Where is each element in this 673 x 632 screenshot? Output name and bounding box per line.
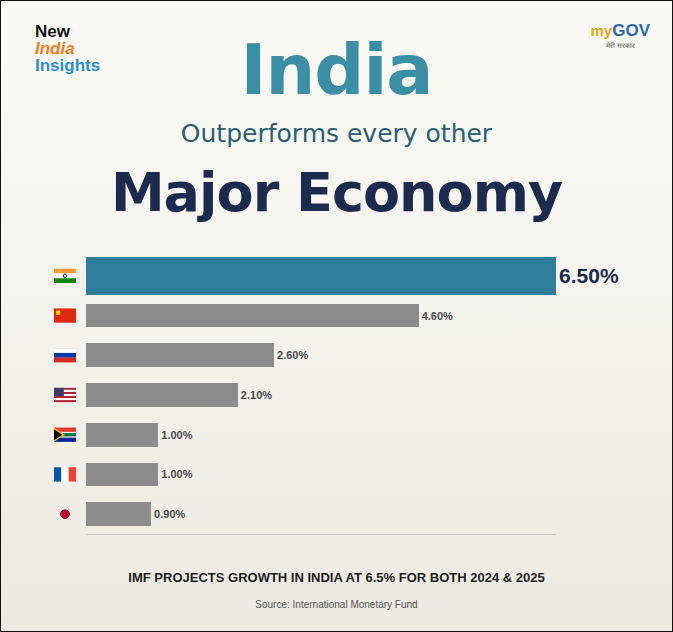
svg-text:2.60%: 2.60% <box>277 349 308 361</box>
svg-text:1.00%: 1.00% <box>161 468 192 480</box>
html-text:New: New <box>35 22 70 41</box>
svg-text:1.00%: 1.00% <box>161 429 192 441</box>
html-text:IMF PROJECTS GROWTH IN INDIA A: IMF PROJECTS GROWTH IN INDIA AT 6.5% FOR… <box>128 570 545 585</box>
html-text:Source: International Monetary: Source: International Monetary Fund <box>255 599 418 610</box>
html-text:Insights: Insights <box>35 56 101 75</box>
html-text:my GOV: my GOV <box>590 21 650 40</box>
svg-text:0.90%: 0.90% <box>154 508 185 520</box>
html-text:Outperforms every other: Outperforms every other <box>180 119 493 148</box>
html-text:Major Economy: Major Economy <box>110 161 563 224</box>
html-text:मेरी सरकार: मेरी सरकार <box>605 42 635 50</box>
svg-text:6.50%: 6.50% <box>559 264 619 287</box>
html-text:India: India <box>240 29 433 111</box>
svg-text:4.60%: 4.60% <box>422 310 453 322</box>
svg-text:2.10%: 2.10% <box>241 389 272 401</box>
html-text:India: India <box>35 39 75 58</box>
